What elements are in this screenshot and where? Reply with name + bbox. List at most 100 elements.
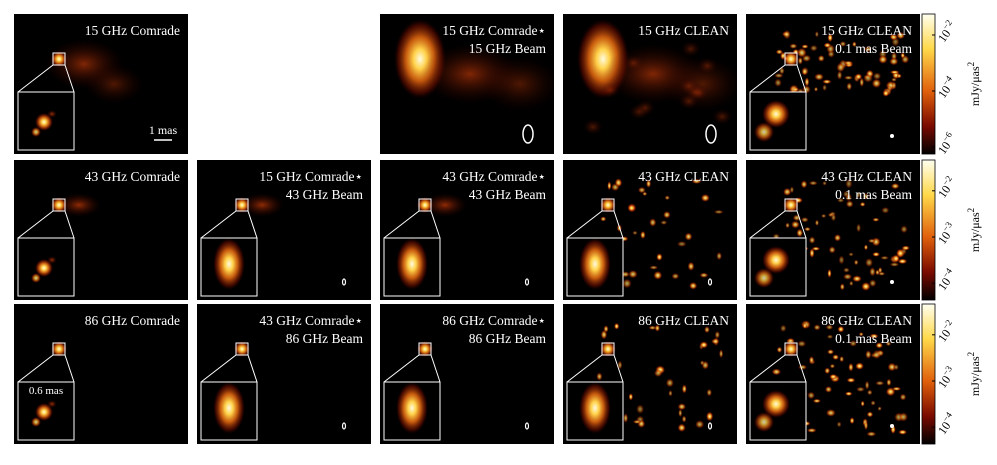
emission: [801, 66, 809, 76]
panel-label: 43 GHz Beam: [286, 187, 364, 202]
emission: [891, 81, 897, 90]
emission: [783, 29, 791, 40]
emission: [754, 268, 774, 288]
emission: [849, 417, 855, 425]
tick-label: 10−3: [933, 363, 959, 390]
emission: [234, 197, 250, 213]
emission: [872, 217, 880, 222]
inset: [750, 92, 806, 150]
zoom-line: [796, 64, 807, 93]
emission: [775, 49, 784, 55]
zoom-line: [749, 210, 786, 239]
panel-label: 86 GHz Comrade⋆: [442, 313, 546, 328]
emission: [396, 382, 428, 434]
image-panel: 86 GHz CLEAN 0.1 mas Beam: [746, 304, 920, 444]
beam: [890, 424, 894, 428]
emission: [823, 42, 832, 48]
emission: [898, 429, 908, 435]
emission: [789, 43, 798, 49]
tick-label: 10−2: [933, 174, 958, 201]
emission: [866, 389, 873, 396]
emission: [579, 382, 611, 434]
emission: [35, 113, 53, 131]
panel-label: 86 GHz Beam: [286, 331, 364, 346]
emission: [870, 400, 876, 406]
emission: [649, 265, 659, 270]
image: [44, 39, 144, 104]
beam: [522, 124, 534, 144]
emission: [896, 73, 902, 79]
emission: [836, 421, 842, 428]
emission: [827, 33, 833, 43]
image: [394, 19, 554, 112]
emission: [797, 340, 807, 348]
tick-exponent: −2: [940, 318, 954, 332]
zoom-box: [52, 52, 66, 66]
zoom-line: [383, 354, 420, 383]
emission: [603, 325, 609, 333]
emission: [762, 390, 790, 418]
emission: [600, 341, 616, 357]
zoom-box: [52, 342, 66, 356]
inset-frame: [566, 381, 624, 441]
inset-frame: [17, 381, 75, 441]
image-panel: 15 GHz Comrade 1 mas: [14, 14, 188, 154]
emission: [681, 384, 687, 394]
image-panel: 15 GHz CLEAN: [563, 14, 737, 154]
emission: [779, 67, 785, 75]
emission: [822, 180, 827, 186]
emission: [711, 338, 720, 345]
emission: [600, 82, 621, 99]
emission: [844, 391, 853, 396]
emission: [579, 238, 611, 290]
emission: [783, 197, 799, 213]
emission: [821, 213, 827, 219]
emission: [790, 220, 800, 229]
emission: [889, 70, 900, 75]
zoom-box: [601, 342, 615, 356]
emission: [882, 89, 890, 97]
emission: [865, 350, 872, 359]
emission: [867, 238, 876, 244]
emission: [848, 252, 854, 257]
zoom-box: [784, 342, 798, 356]
emission: [632, 419, 642, 424]
inset-frame: [17, 237, 75, 297]
colorbar: 10−2 10−4 10−6 mJy/μas2: [921, 13, 982, 157]
colorbar-scale: [921, 303, 936, 445]
zoom-line: [64, 354, 75, 383]
emission: [653, 369, 663, 378]
emission: [839, 283, 845, 291]
tick-label: 10−4: [933, 73, 959, 100]
panel-label: 43 GHz CLEAN: [821, 169, 912, 184]
emission: [814, 73, 824, 81]
inset-frame: [200, 237, 258, 297]
emission: [637, 186, 646, 194]
zoom-line: [64, 210, 75, 239]
emission: [718, 349, 724, 359]
emission: [699, 272, 709, 278]
emission: [807, 391, 816, 400]
emission: [900, 225, 908, 234]
emission: [47, 256, 57, 264]
emission: [896, 248, 906, 258]
emission: [613, 322, 620, 330]
emission: [51, 51, 67, 67]
emission: [890, 183, 900, 190]
emission: [843, 75, 854, 80]
colorbar-scale: [921, 13, 936, 155]
emission: [866, 431, 877, 437]
emission: [689, 282, 698, 290]
inset-frame: [383, 237, 441, 297]
zoom-line: [64, 64, 75, 93]
colorbar-scale: [921, 159, 936, 301]
inset-frame: [383, 381, 441, 441]
scale-label: 1 mas: [149, 123, 178, 137]
emission: [713, 209, 724, 215]
emission: [881, 206, 890, 214]
inset: [18, 238, 74, 296]
zoom-box: [418, 342, 432, 356]
emission: [47, 110, 57, 118]
emission: [856, 223, 861, 233]
